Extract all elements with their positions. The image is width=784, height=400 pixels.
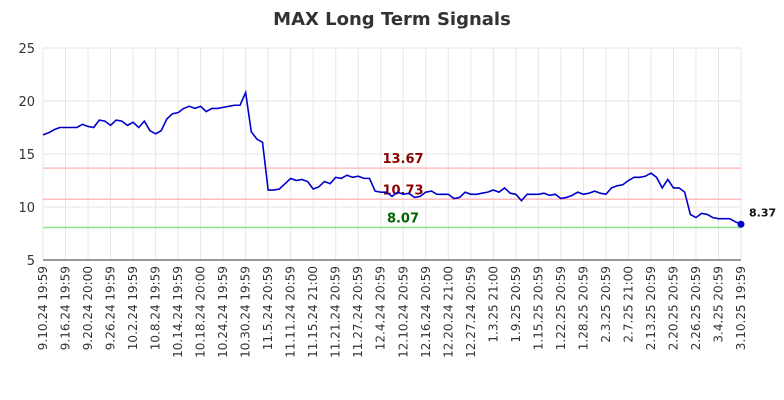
x-tick-label: 10.18.24 20:00 bbox=[194, 266, 208, 358]
x-tick-label: 9.16.24 19:59 bbox=[59, 266, 73, 350]
x-tick-label: 12.4.24 20:59 bbox=[374, 266, 388, 350]
signal-label: 8.07 bbox=[387, 211, 419, 226]
x-tick-label: 1.22.25 20:59 bbox=[554, 266, 568, 350]
x-tick-label: 10.14.24 19:59 bbox=[171, 266, 185, 358]
price-line bbox=[42, 89, 742, 226]
x-tick-label: 9.10.24 19:59 bbox=[36, 266, 50, 350]
x-tick-label: 2.7.25 21:00 bbox=[621, 266, 635, 343]
y-tick-label: 5 bbox=[27, 254, 35, 269]
x-tick-label: 3.10.25 19:59 bbox=[734, 266, 748, 350]
x-tick-label: 1.15.25 20:59 bbox=[531, 266, 545, 350]
x-tick-label: 9.26.24 19:59 bbox=[104, 266, 118, 350]
x-tick-label: 1.28.25 20:59 bbox=[576, 266, 590, 350]
x-tick-label: 10.8.24 19:59 bbox=[149, 266, 163, 350]
y-tick-label: 15 bbox=[18, 148, 35, 163]
last-value-label: 8.37 bbox=[749, 206, 776, 219]
x-tick-label: 11.5.24 20:59 bbox=[261, 266, 275, 350]
last-point bbox=[737, 220, 745, 228]
x-tick-label: 1.9.25 20:59 bbox=[509, 266, 523, 343]
signal-label: 13.67 bbox=[382, 152, 423, 167]
x-tick-label: 11.15.24 21:00 bbox=[306, 266, 320, 358]
x-tick-label: 10.24.24 19:59 bbox=[216, 266, 230, 358]
x-tick-label: 12.10.24 20:59 bbox=[396, 266, 410, 358]
x-tick-label: 10.2.24 19:59 bbox=[126, 266, 140, 350]
x-tick-label: 2.26.25 20:59 bbox=[689, 266, 703, 350]
x-tick-label: 12.16.24 20:59 bbox=[419, 266, 433, 358]
x-tick-label: 11.27.24 20:59 bbox=[351, 266, 365, 358]
x-tick-label: 11.21.24 20:59 bbox=[329, 266, 343, 358]
x-tick-label: 12.27.24 20:59 bbox=[464, 266, 478, 358]
y-tick-label: 10 bbox=[18, 201, 35, 216]
y-tick-label: 25 bbox=[18, 42, 35, 57]
chart-title: MAX Long Term Signals bbox=[273, 9, 511, 30]
x-tick-label: 2.20.25 20:59 bbox=[666, 266, 680, 350]
signal-label: 10.73 bbox=[382, 183, 423, 198]
y-tick-label: 20 bbox=[18, 95, 35, 110]
x-tick-label: 3.4.25 20:59 bbox=[711, 266, 725, 343]
x-tick-label: 2.3.25 20:59 bbox=[599, 266, 613, 343]
x-tick-label: 10.30.24 19:59 bbox=[239, 266, 253, 358]
x-tick-label: 11.11.24 20:59 bbox=[284, 266, 298, 358]
x-tick-label: 1.3.25 21:00 bbox=[486, 266, 500, 343]
x-tick-label: 2.13.25 20:59 bbox=[644, 266, 658, 350]
x-tick-label: 12.20.24 21:00 bbox=[441, 266, 455, 358]
x-tick-label: 9.20.24 20:00 bbox=[81, 266, 95, 350]
